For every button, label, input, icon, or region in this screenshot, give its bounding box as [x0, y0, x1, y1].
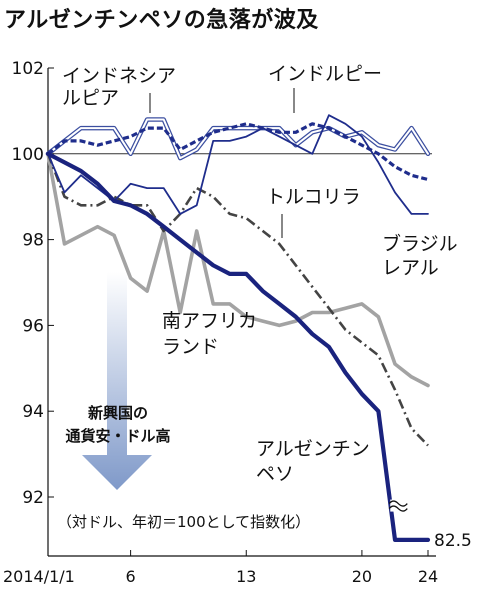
- x-tick-label: 2014/1/1: [3, 567, 75, 586]
- axis-break-gap: [390, 499, 407, 512]
- y-tick-label: 96: [22, 316, 44, 336]
- y-tick-label: 92: [22, 488, 44, 508]
- series-label: レアル: [382, 257, 439, 279]
- decline-annotation: 通貨安・ドル高: [65, 427, 170, 445]
- end-value-label: 82.5: [434, 531, 472, 551]
- axis-break-mark: [388, 500, 408, 507]
- series-label: ペソ: [256, 463, 294, 485]
- x-tick-label: 6: [126, 567, 136, 586]
- x-tick-label: 20: [352, 567, 372, 586]
- y-tick-label: 94: [22, 402, 44, 422]
- series-line: [46, 153, 429, 447]
- y-tick-label: 98: [22, 231, 44, 251]
- series-line: [46, 152, 430, 388]
- series-label: インドルピー: [268, 63, 382, 85]
- series-label: ルピア: [62, 87, 119, 109]
- series-line: [45, 151, 431, 543]
- decline-arrow: [82, 272, 152, 490]
- series-label: 南アフリカ: [162, 310, 257, 332]
- series-label: ブラジル: [382, 232, 458, 255]
- series-label: トルコリラ: [266, 186, 361, 208]
- decline-annotation: 新興国の: [88, 404, 148, 422]
- axis-break-mark: [388, 505, 408, 512]
- chart-title: アルゼンチンペソの急落が波及: [4, 8, 319, 33]
- y-tick-label: 100: [12, 145, 44, 165]
- series-label: ランド: [162, 336, 219, 358]
- series-label: アルゼンチン: [256, 438, 370, 460]
- x-tick-label: 24: [418, 567, 438, 586]
- x-tick-label: 13: [236, 567, 256, 586]
- index-note: （対ドル、年初＝100として指数化）: [57, 513, 310, 531]
- series-label: インドネシア: [62, 65, 176, 87]
- series-line-inner: [47, 118, 429, 160]
- y-tick-label: 102: [12, 59, 44, 79]
- series-line: [47, 122, 429, 182]
